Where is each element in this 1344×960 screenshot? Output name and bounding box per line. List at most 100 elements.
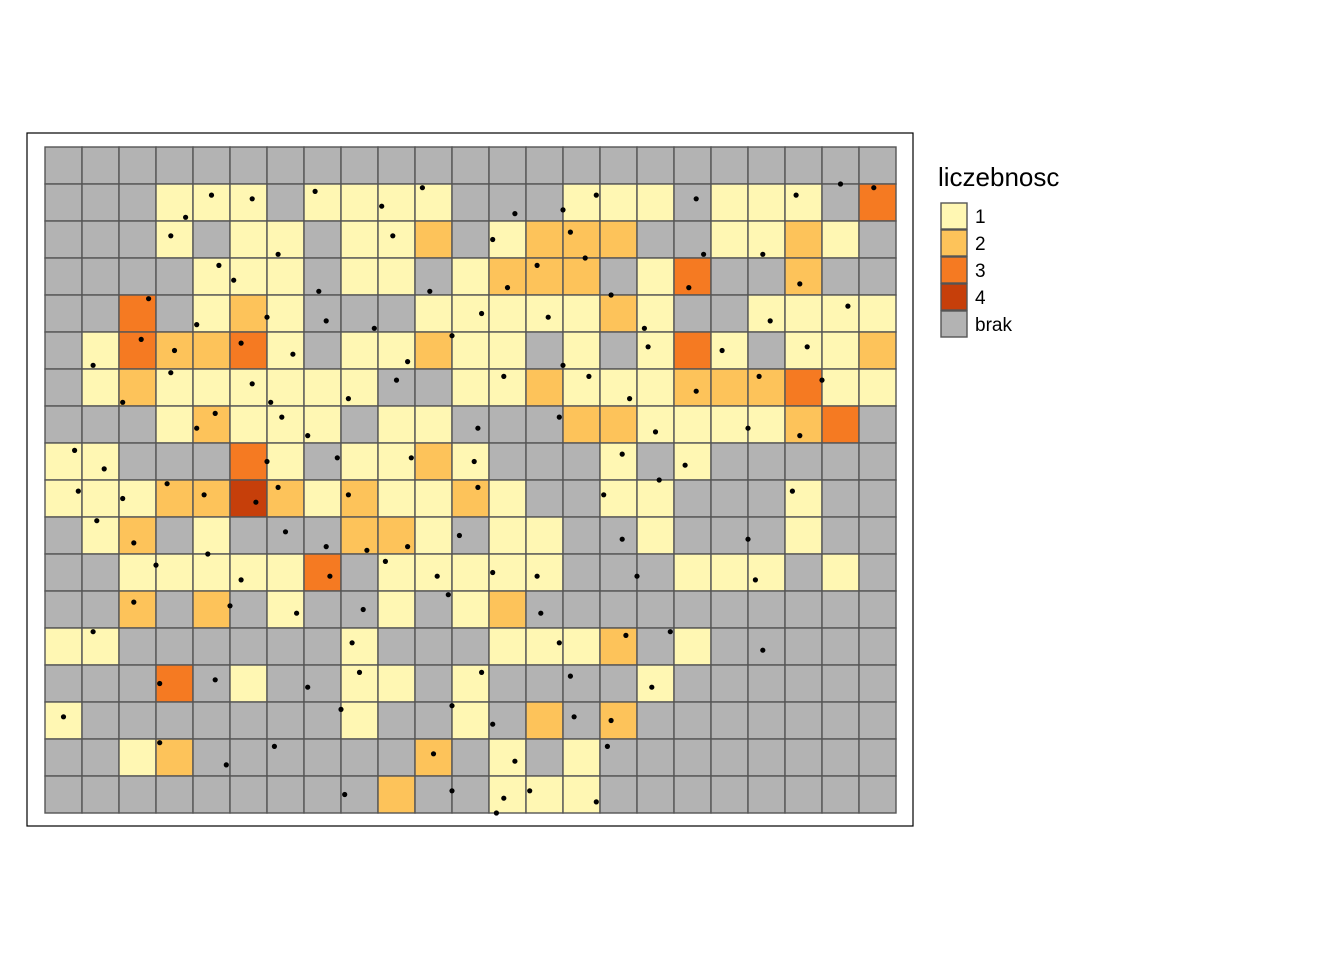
observation-point [90, 362, 96, 368]
grid-cell [858, 405, 897, 444]
grid-cell [266, 220, 305, 259]
observation-point [294, 610, 300, 616]
grid-cell [414, 553, 453, 592]
observation-point [382, 558, 388, 565]
grid-cell [488, 368, 527, 407]
grid-cell [710, 294, 749, 333]
grid-cell [229, 368, 268, 407]
grid-cell [599, 294, 638, 333]
grid-cell [858, 257, 897, 296]
grid-cell [340, 479, 379, 518]
grid-cell [340, 553, 379, 592]
grid-cell [821, 294, 860, 333]
grid-cell [562, 738, 601, 777]
grid-cell [784, 627, 823, 666]
grid-cell [710, 738, 749, 777]
observation-point [427, 288, 433, 294]
grid-cell [710, 442, 749, 481]
grid-cell [155, 627, 194, 666]
grid-cell [673, 627, 712, 666]
grid-cell [784, 701, 823, 740]
legend-swatch [940, 202, 968, 230]
observation-point [571, 714, 577, 720]
grid-cell [673, 405, 712, 444]
observation-point [434, 573, 440, 579]
grid-cell [118, 146, 157, 185]
observation-point [512, 758, 518, 764]
observation-point [305, 433, 311, 439]
grid-cell [784, 664, 823, 703]
grid-cell [414, 405, 453, 444]
grid-cell [118, 405, 157, 444]
grid-cell [229, 701, 268, 740]
grid-cell [118, 479, 157, 518]
grid-cell [599, 405, 638, 444]
grid-cell [192, 146, 231, 185]
grid-cell [821, 664, 860, 703]
observation-point [475, 425, 481, 431]
grid-cell [81, 738, 120, 777]
grid-cell [821, 257, 860, 296]
grid-cell [155, 479, 194, 518]
grid-cell [784, 479, 823, 518]
grid-cell [81, 516, 120, 555]
grid-cell [414, 516, 453, 555]
legend-title: liczebnosc [938, 162, 1059, 192]
grid-cell [562, 442, 601, 481]
grid-cell [858, 442, 897, 481]
observation-point [456, 532, 462, 539]
observation-point [608, 292, 614, 298]
observation-point [157, 740, 163, 746]
grid-cell [44, 775, 83, 814]
grid-cell [784, 553, 823, 592]
grid-cell [155, 405, 194, 444]
observation-point [231, 277, 237, 283]
grid-cell [673, 664, 712, 703]
grid-cell [44, 516, 83, 555]
grid-cell [821, 701, 860, 740]
grid-cell [599, 701, 638, 740]
grid-cell [229, 331, 268, 370]
grid-cell [377, 294, 416, 333]
grid-cell [118, 627, 157, 666]
grid-cell [488, 738, 527, 777]
grid-cell [636, 220, 675, 259]
legend-swatch [940, 229, 968, 257]
legend-swatch [940, 283, 968, 311]
grid-cell [747, 479, 786, 518]
grid-cell [673, 220, 712, 259]
grid-cell [747, 331, 786, 370]
grid-cell [44, 442, 83, 481]
grid-cell [192, 738, 231, 777]
grid-cell [266, 664, 305, 703]
grid-cell [81, 368, 120, 407]
grid-cell [599, 775, 638, 814]
grid-cell [858, 516, 897, 555]
grid-cell [155, 516, 194, 555]
grid-cell [525, 775, 564, 814]
grid-cell [192, 257, 231, 296]
grid-cell [858, 738, 897, 777]
grid-cell [118, 294, 157, 333]
grid-cell [525, 146, 564, 185]
grid-cell [562, 627, 601, 666]
grid-cell [303, 479, 342, 518]
observation-point [797, 433, 803, 439]
grid-cell [858, 590, 897, 629]
grid-cell [451, 183, 490, 222]
grid-cell [784, 146, 823, 185]
observation-point [282, 529, 289, 535]
observation-point [371, 325, 377, 331]
grid-cell [599, 627, 638, 666]
grid-cell [229, 775, 268, 814]
grid-cell [229, 257, 268, 296]
observation-point [623, 632, 629, 639]
observation-point [227, 603, 233, 609]
grid-cell [155, 368, 194, 407]
grid-cell [636, 405, 675, 444]
observation-point [756, 373, 762, 379]
grid-cell [81, 627, 120, 666]
observation-point [408, 455, 414, 461]
grid-cell [525, 590, 564, 629]
observation-point [871, 185, 877, 191]
